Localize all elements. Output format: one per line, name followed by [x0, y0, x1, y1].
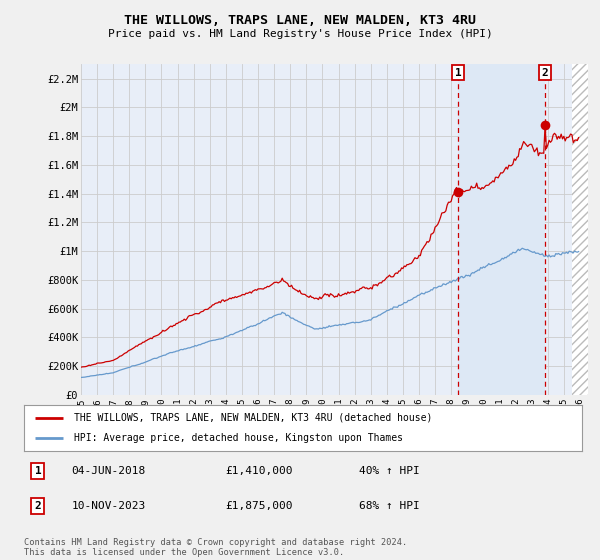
- Text: 2: 2: [35, 501, 41, 511]
- Text: THE WILLOWS, TRAPS LANE, NEW MALDEN, KT3 4RU: THE WILLOWS, TRAPS LANE, NEW MALDEN, KT3…: [124, 14, 476, 27]
- Text: 1: 1: [455, 68, 461, 78]
- Text: THE WILLOWS, TRAPS LANE, NEW MALDEN, KT3 4RU (detached house): THE WILLOWS, TRAPS LANE, NEW MALDEN, KT3…: [74, 413, 433, 423]
- Text: 40% ↑ HPI: 40% ↑ HPI: [359, 466, 419, 476]
- Text: £1,875,000: £1,875,000: [225, 501, 292, 511]
- Text: Price paid vs. HM Land Registry's House Price Index (HPI): Price paid vs. HM Land Registry's House …: [107, 29, 493, 39]
- Text: 2: 2: [542, 68, 548, 78]
- Text: 04-JUN-2018: 04-JUN-2018: [71, 466, 146, 476]
- Text: 68% ↑ HPI: 68% ↑ HPI: [359, 501, 419, 511]
- Text: 10-NOV-2023: 10-NOV-2023: [71, 501, 146, 511]
- Text: £1,410,000: £1,410,000: [225, 466, 292, 476]
- Text: Contains HM Land Registry data © Crown copyright and database right 2024.
This d: Contains HM Land Registry data © Crown c…: [24, 538, 407, 557]
- Bar: [458, 64, 545, 395]
- Text: 1: 1: [35, 466, 41, 476]
- Bar: [572, 64, 600, 395]
- Text: HPI: Average price, detached house, Kingston upon Thames: HPI: Average price, detached house, King…: [74, 433, 403, 443]
